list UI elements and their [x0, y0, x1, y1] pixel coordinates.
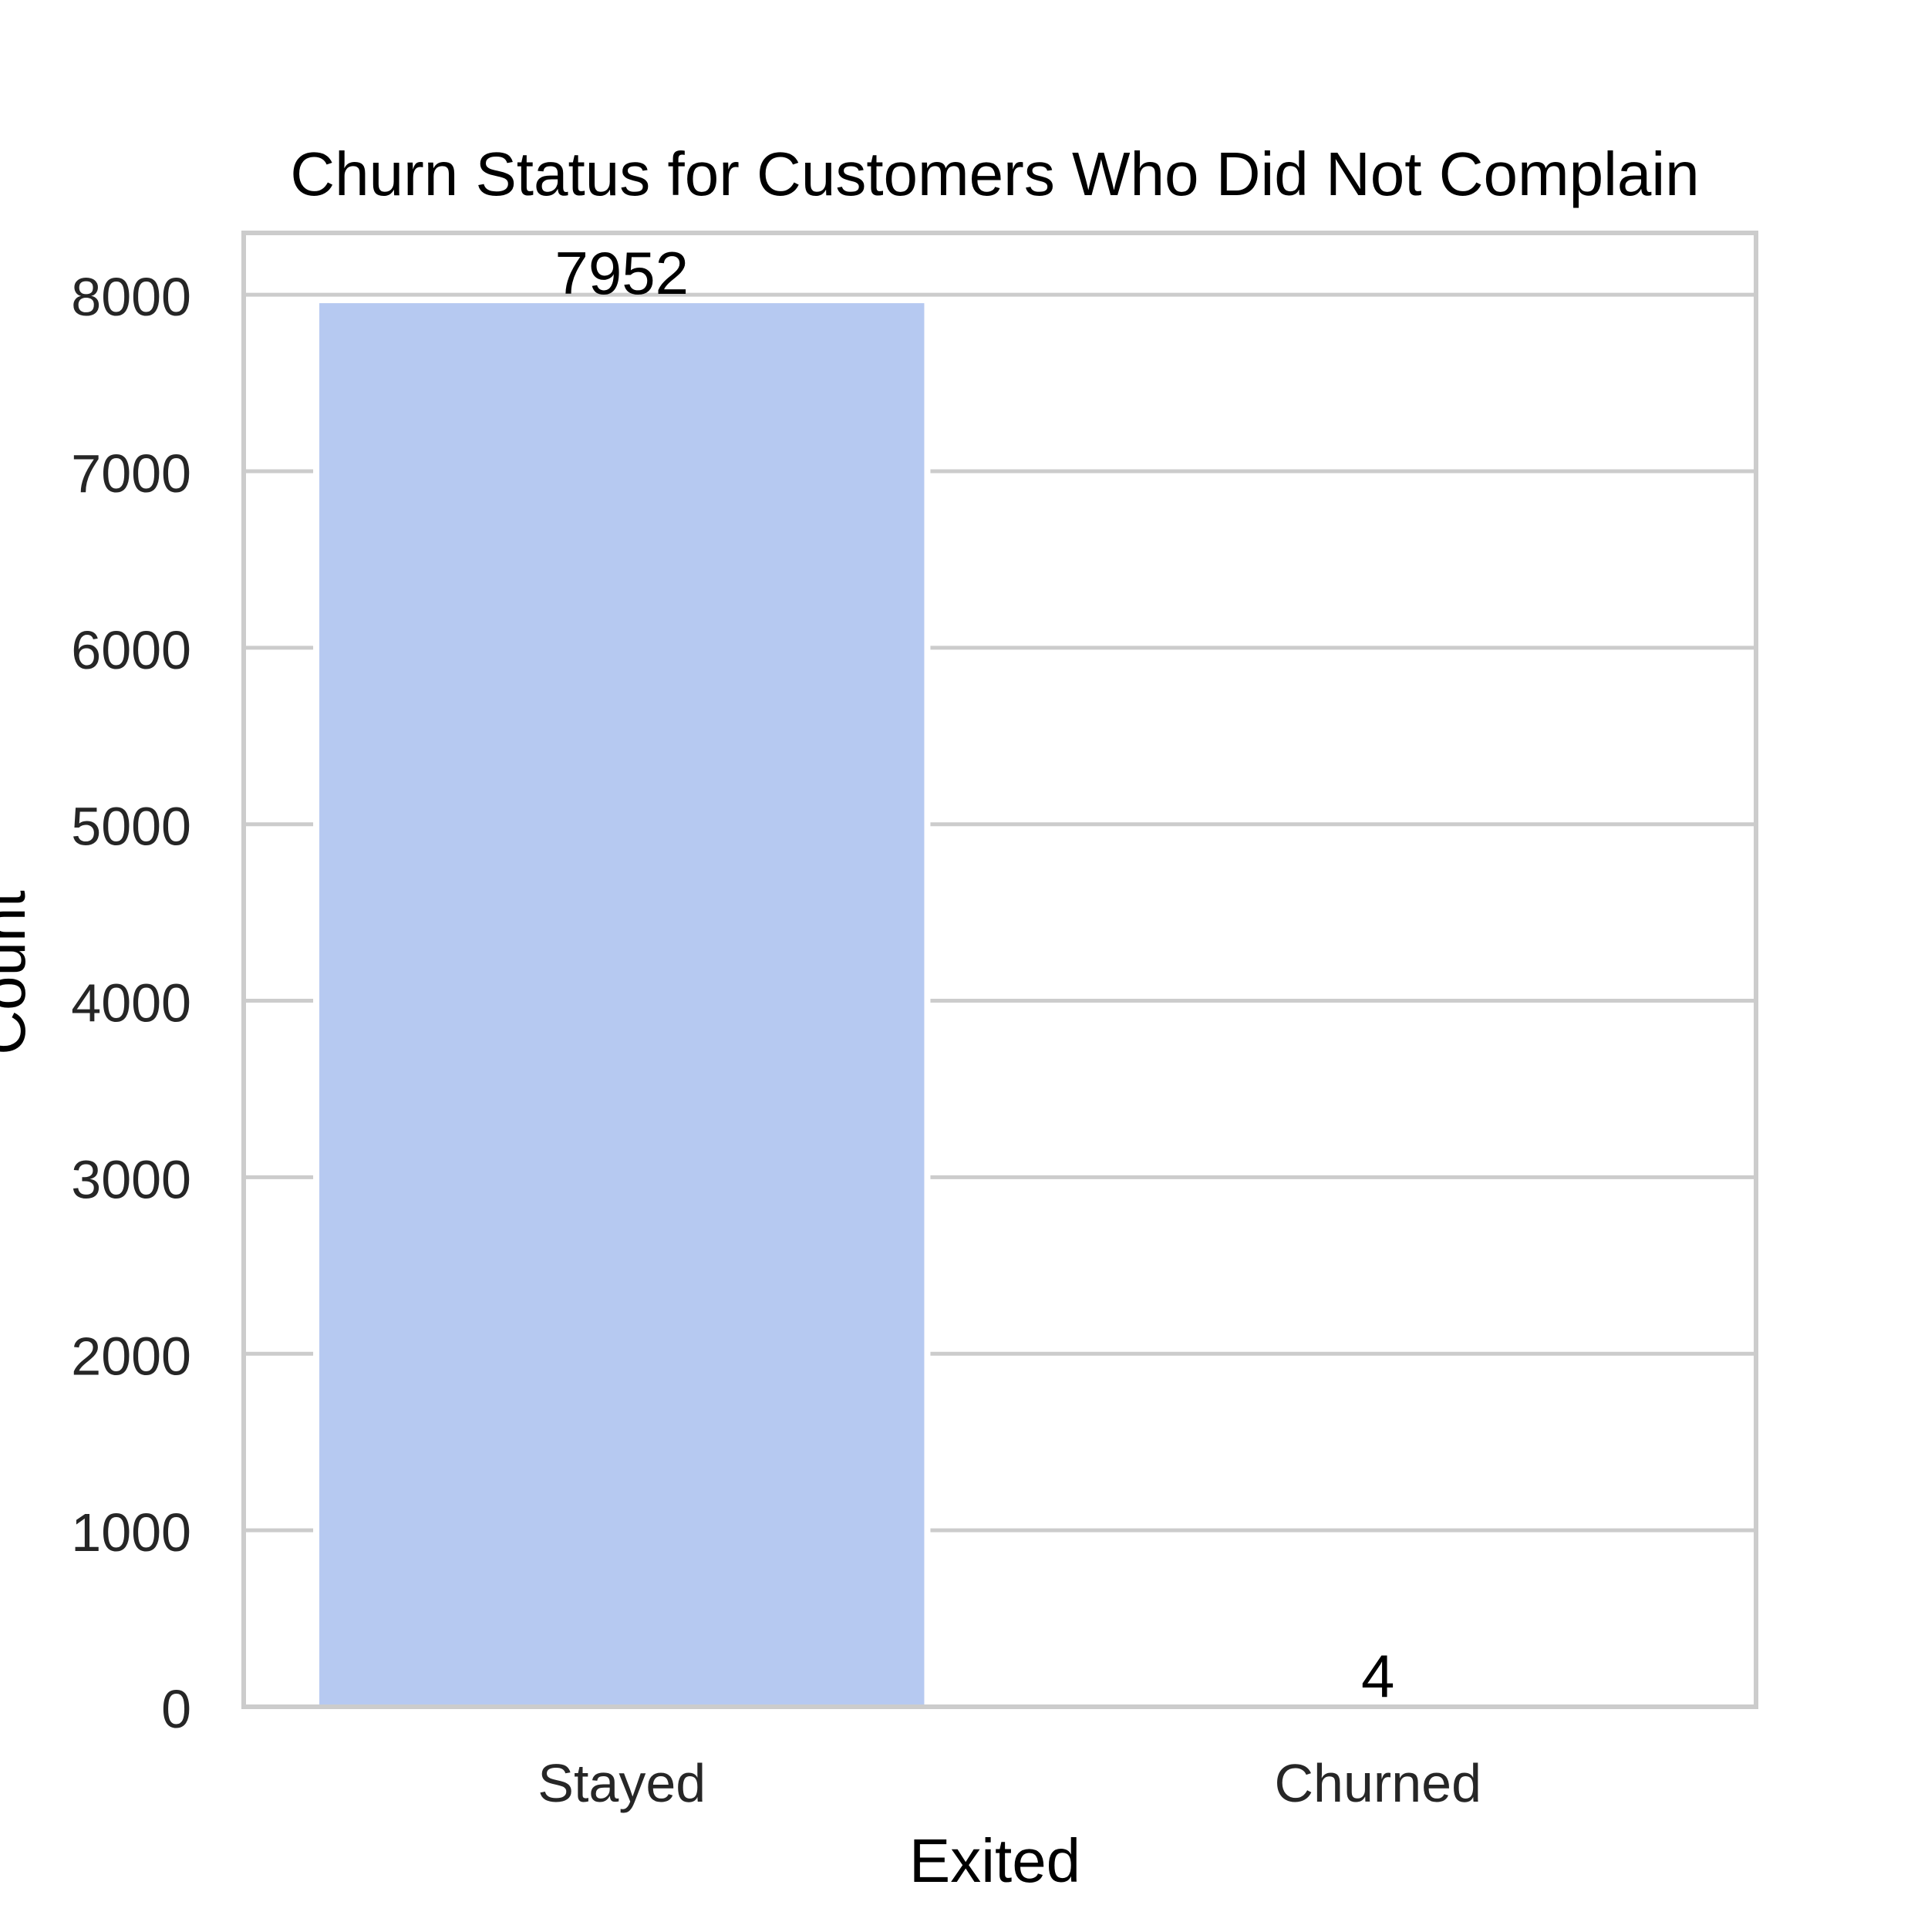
y-tick-label: 6000	[71, 620, 191, 680]
y-tick-label: 2000	[71, 1326, 191, 1386]
plot-frame	[241, 231, 1758, 1709]
bars	[313, 297, 1687, 1708]
y-axis-label: Count	[0, 890, 38, 1054]
data-labels: 7952 4	[554, 239, 1394, 1710]
y-tick-label: 1000	[71, 1502, 191, 1563]
y-tick-label: 0	[161, 1679, 191, 1739]
x-tick-labels: Stayed Churned	[538, 1753, 1481, 1813]
data-label: 4	[1361, 1642, 1394, 1710]
y-tick-label: 8000	[71, 267, 191, 327]
y-tick-label: 7000	[71, 443, 191, 504]
bar-stayed	[319, 303, 925, 1705]
data-label: 7952	[554, 239, 689, 307]
y-tick-label: 5000	[71, 797, 191, 857]
x-tick-label: Churned	[1274, 1753, 1481, 1813]
bar-outline	[1069, 1700, 1687, 1707]
x-tick-label: Stayed	[538, 1753, 706, 1813]
y-tick-labels: 0 1000 2000 3000 4000 5000 6000 7000 8000	[71, 267, 191, 1739]
x-axis-label: Exited	[909, 1826, 1080, 1895]
y-tick-label: 3000	[71, 1149, 191, 1209]
chart-title: Churn Status for Customers Who Did Not C…	[290, 140, 1699, 208]
y-tick-label: 4000	[71, 973, 191, 1033]
